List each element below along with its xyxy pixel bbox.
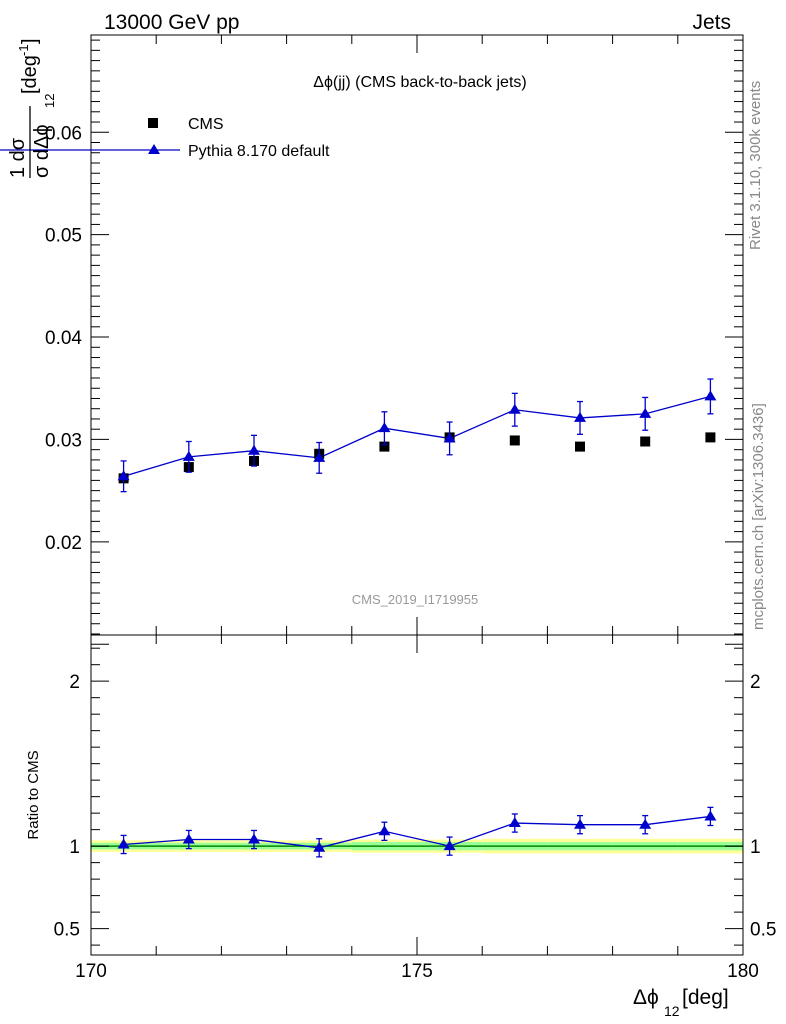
ratio-point bbox=[639, 818, 652, 829]
ratio-xtick-label: 180 bbox=[727, 961, 759, 982]
ratio-ytick-label-right: 2 bbox=[750, 672, 761, 693]
ratio-point bbox=[574, 818, 586, 829]
ylabel-unit: [deg bbox=[19, 55, 41, 94]
ratio-xlabel: Δϕ 12 [deg] bbox=[633, 986, 729, 1019]
cms-point bbox=[640, 436, 651, 447]
ratio-point bbox=[508, 817, 521, 828]
pythia-point bbox=[639, 407, 652, 418]
watermark: CMS_2019_I1719955 bbox=[352, 592, 479, 607]
pythia-point bbox=[704, 390, 717, 401]
ratio-ytick-label: 2 bbox=[69, 672, 80, 693]
ratio-ylabel: Ratio to CMS bbox=[25, 750, 42, 839]
ratio-point bbox=[248, 833, 260, 844]
rivet-label: Rivet 3.1.10, 300k events bbox=[747, 81, 764, 250]
cms-point bbox=[379, 441, 390, 452]
ylabel-den-sub: 12 bbox=[42, 94, 57, 108]
ratio-frame bbox=[90, 634, 744, 956]
ratio-point bbox=[378, 825, 391, 836]
pythia-point bbox=[117, 470, 130, 481]
mcplots-label: mcplots.cern.ch [arXiv:1306.3436] bbox=[750, 403, 767, 630]
ratio-xtick-label: 175 bbox=[401, 961, 433, 982]
xlabel-main: Δϕ bbox=[633, 986, 659, 1009]
ratio-point bbox=[704, 810, 717, 821]
pythia-point bbox=[378, 422, 391, 433]
pythia-point bbox=[443, 432, 456, 443]
ratio-ytick-label-right: 1 bbox=[750, 837, 761, 858]
ratio-point bbox=[313, 841, 326, 852]
pythia-point bbox=[248, 444, 260, 455]
header-left: 13000 GeV pp bbox=[104, 11, 239, 34]
ratio-series-line bbox=[123, 815, 711, 849]
pythia-point bbox=[574, 411, 586, 422]
main-title: Δϕ(jj) (CMS back-to-back jets) bbox=[313, 74, 526, 91]
ratio-ticks: 0.5 0.5 1 1 2 2 170 175 180 bbox=[54, 635, 776, 982]
ratio-xtick-label: 170 bbox=[75, 961, 107, 982]
xlabel-unit: [deg] bbox=[682, 986, 729, 1009]
legend-marker-cms bbox=[148, 118, 158, 128]
main-ytick-label: 0.05 bbox=[45, 226, 82, 247]
legend: CMS Pythia 8.170 default bbox=[0, 116, 330, 160]
ratio-ytick-label: 1 bbox=[69, 837, 80, 858]
ratio-marks bbox=[117, 806, 717, 858]
ylabel-num: 1 dσ bbox=[7, 137, 29, 178]
main-ytick-label: 0.06 bbox=[45, 123, 82, 144]
legend-marker-pythia bbox=[148, 144, 160, 154]
main-panel: Δϕ(jj) (CMS back-to-back jets) CMS_2019_… bbox=[0, 34, 744, 645]
ylabel-unit-sup: -1 bbox=[16, 44, 31, 56]
main-ytick-label: 0.02 bbox=[45, 533, 82, 554]
ratio-point bbox=[117, 838, 130, 849]
cms-point bbox=[509, 435, 520, 446]
main-ytick-label: 0.04 bbox=[45, 328, 82, 349]
pythia-point bbox=[313, 451, 326, 462]
cms-point bbox=[575, 441, 585, 452]
ratio-point bbox=[443, 840, 456, 851]
main-ytick-label: 0.03 bbox=[45, 430, 82, 451]
header-right: Jets bbox=[692, 11, 731, 34]
legend-label-pythia: Pythia 8.170 default bbox=[188, 143, 330, 160]
main-ylabel: 1 dσ σ dΔϕ 12 [deg -1 ] bbox=[7, 38, 57, 178]
ylabel-den: σ dΔϕ bbox=[31, 124, 53, 178]
ratio-point bbox=[182, 833, 195, 844]
main-marks bbox=[117, 378, 717, 493]
xlabel-sub: 12 bbox=[664, 1003, 680, 1019]
pythia-series-line bbox=[123, 395, 711, 477]
pythia-point bbox=[508, 403, 521, 414]
ylabel-unit-close: ] bbox=[19, 38, 41, 44]
ratio-ytick-label: 0.5 bbox=[54, 920, 80, 941]
cms-point bbox=[705, 432, 716, 443]
legend-label-cms: CMS bbox=[188, 116, 224, 133]
pythia-point bbox=[182, 450, 195, 461]
ratio-ytick-label-right: 0.5 bbox=[750, 920, 776, 941]
